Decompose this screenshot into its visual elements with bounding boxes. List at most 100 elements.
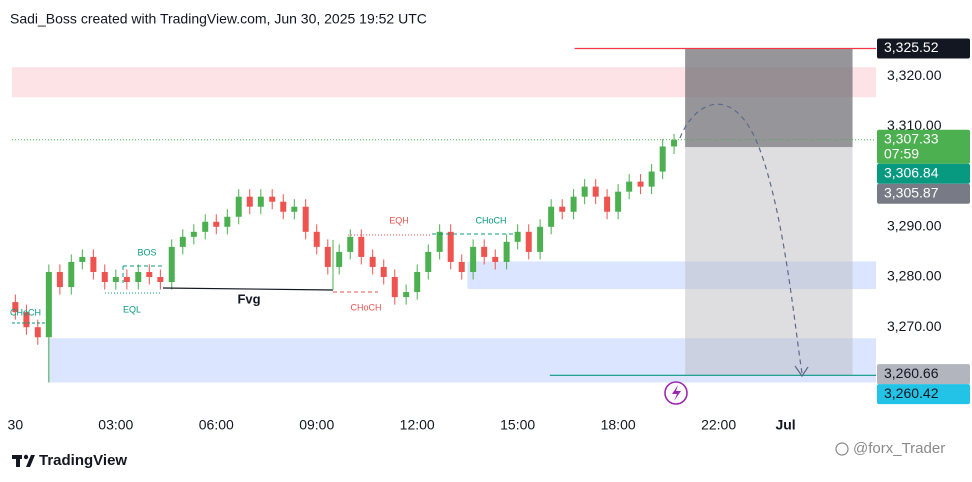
candle-body	[68, 261, 75, 288]
candle-body	[336, 251, 343, 267]
watermark-text: @forx_Trader	[853, 440, 945, 457]
candle-body	[246, 196, 253, 207]
candle-body	[90, 256, 97, 272]
candle-body	[581, 186, 588, 197]
y-tick-label: 3,280.00	[887, 268, 942, 284]
candle-body	[414, 271, 421, 293]
logo-part	[16, 455, 20, 467]
price-tag	[877, 183, 970, 204]
projection-arrow	[794, 365, 809, 378]
candle-body	[34, 327, 41, 338]
bos-label: BOS	[137, 247, 156, 257]
candle-body	[168, 246, 175, 283]
x-tick-label: 03:00	[98, 417, 133, 433]
candle-body	[280, 201, 287, 212]
candle-body	[157, 276, 164, 283]
candle-body	[648, 171, 655, 187]
event-icon-bolt	[672, 385, 681, 401]
candle-body	[604, 196, 611, 212]
fvg-label: Fvg	[237, 291, 260, 306]
candle-body	[447, 231, 454, 262]
candle-body	[135, 271, 142, 283]
x-tick-label: 12:00	[400, 417, 435, 433]
candle-body	[559, 206, 566, 212]
price-tag-label: 3,260.42	[884, 385, 939, 401]
x-tick-label: 18:00	[601, 417, 636, 433]
price-tag	[877, 384, 970, 405]
price-tag-label: 3,307.33	[884, 130, 939, 146]
candle-body	[347, 236, 354, 252]
candle-body	[257, 196, 264, 207]
annotations-layer: CHoCH BOS EQL Fvg EQH CHoCH CHoCH	[10, 103, 809, 405]
candle-body	[56, 271, 63, 288]
x-tick-label: 30	[8, 417, 24, 433]
axis-layer: 3,270.00 3,280.00 3,290.00 3,310.00 3,320.00…	[8, 32, 972, 433]
price-tag-label: 3,305.87	[884, 184, 939, 200]
x-tick-label: Jul	[775, 417, 795, 433]
candle-body	[291, 206, 298, 212]
candle-body	[637, 181, 644, 187]
price-tag-label: 3,306.84	[884, 164, 939, 180]
candle-body	[23, 312, 30, 328]
candle-body	[302, 206, 309, 232]
candle-body	[369, 256, 376, 267]
candle-body	[525, 231, 532, 252]
choch-label: CHoCH	[10, 307, 41, 317]
candle-body	[101, 271, 108, 283]
y-tick-label: 3,270.00	[887, 318, 942, 334]
candle-body	[179, 236, 186, 247]
candle-body	[436, 231, 443, 252]
price-axis-bg	[876, 32, 972, 405]
candle-body	[202, 221, 209, 232]
fvg-line	[162, 287, 334, 291]
projection-path	[679, 103, 803, 374]
candle-body	[123, 276, 130, 283]
watermark-icon	[835, 442, 849, 456]
candle-body	[269, 196, 276, 202]
price-tag	[877, 163, 970, 184]
candle-body	[537, 226, 544, 252]
position-target-zone	[685, 147, 853, 376]
eqh-label: EQH	[389, 215, 409, 225]
choch-label: CHoCH	[475, 215, 506, 225]
candle-body	[391, 276, 398, 298]
candle-body	[503, 241, 510, 262]
candle-body	[570, 196, 577, 212]
brand-logo	[12, 454, 35, 467]
choch-label: CHoCH	[350, 302, 381, 312]
price-tag-countdown: 07:59	[884, 145, 919, 161]
candle-body	[615, 191, 622, 212]
candles-layer	[12, 133, 678, 383]
x-tick-label: 09:00	[299, 417, 334, 433]
candle-body	[358, 236, 365, 257]
candle-body	[313, 231, 320, 247]
x-tick-label: 15:00	[500, 417, 535, 433]
logo-part	[26, 455, 35, 467]
candle-body	[592, 186, 599, 197]
candle-body	[492, 256, 499, 262]
brand-text: TradingView	[39, 452, 127, 469]
candle-body	[324, 246, 331, 267]
candle-body	[671, 139, 678, 147]
y-tick-label: 3,290.00	[887, 217, 942, 233]
candle-body	[45, 271, 52, 338]
candle-body	[380, 266, 387, 277]
candle-body	[458, 261, 465, 272]
candle-body	[224, 216, 231, 227]
candle-body	[79, 256, 86, 262]
price-tag	[877, 129, 970, 164]
y-tick-label: 3,320.00	[887, 67, 942, 83]
candle-body	[12, 302, 19, 313]
candle-body	[481, 246, 488, 257]
candle-body	[514, 231, 521, 242]
candle-body	[626, 181, 633, 192]
header-text: Sadi_Boss created with TradingView.com, …	[10, 11, 427, 27]
candle-body	[403, 292, 410, 298]
candle-body	[548, 206, 555, 227]
candle-body	[146, 271, 153, 277]
y-tick-label: 3,310.00	[887, 117, 942, 133]
x-tick-label: 06:00	[199, 417, 234, 433]
price-tag	[877, 364, 970, 385]
position-stop-zone	[685, 48, 853, 148]
